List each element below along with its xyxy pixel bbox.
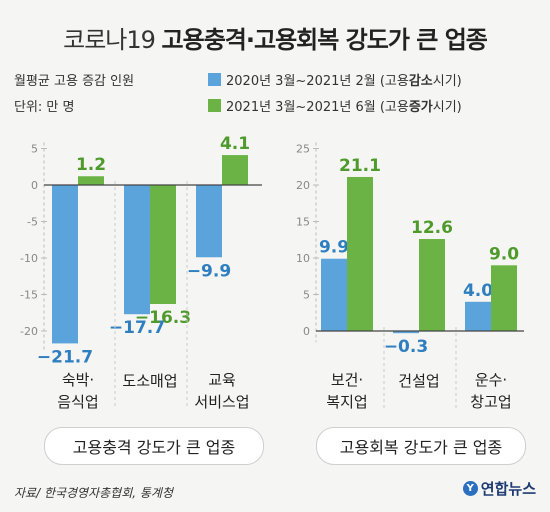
unit-label: 단위: 만 명 <box>14 100 75 115</box>
y-tick-label: -20 <box>20 325 38 338</box>
y-tick-label: 25 <box>296 143 310 156</box>
category-label: 창고업 <box>470 393 511 411</box>
y-tick-label: -15 <box>20 289 38 302</box>
logo-text: 연합뉴스 <box>480 480 536 498</box>
data-label: 9.0 <box>489 244 519 264</box>
bar-decrease <box>393 331 419 334</box>
logo-icon: Y <box>462 481 478 496</box>
data-label: 1.2 <box>76 155 106 175</box>
category-label: 보건· <box>331 371 363 389</box>
panel-title-recovery: 고용회복 강도가 큰 업종 <box>316 427 526 465</box>
bar-increase <box>222 155 248 185</box>
panel-title-shock: 고용충격 강도가 큰 업종 <box>44 427 264 465</box>
data-label: −9.9 <box>187 261 231 281</box>
legend-text-post: 시기) <box>432 74 462 89</box>
legend-swatch-increase <box>208 99 221 112</box>
legend-item-increase: 2021년 3월~2021년 6월 (고용 증가 시기) <box>208 96 462 115</box>
legend-text-emph: 감소 <box>408 74 433 89</box>
data-label: −0.3 <box>384 337 428 357</box>
category-label: 숙박· <box>62 371 94 389</box>
bar-decrease <box>321 258 347 331</box>
y-tick-label: 0 <box>31 179 38 192</box>
legend-text-emph: 증가 <box>408 100 433 115</box>
category-label: 서비스업 <box>194 393 249 411</box>
bar-increase <box>347 176 373 331</box>
legend-item-decrease: 2020년 3월~2021년 2월 (고용 감소 시기) <box>208 70 462 89</box>
y-tick-label: 20 <box>296 179 310 192</box>
category-label: 교육 <box>208 371 236 389</box>
bar-increase <box>150 185 176 304</box>
category-label: 건설업 <box>398 372 439 390</box>
bar-decrease <box>52 185 78 344</box>
y-tick-label: 15 <box>296 216 310 229</box>
legend-text-post: 시기) <box>432 100 462 115</box>
legend-text-pre: 2020년 3월~2021년 2월 (고용 <box>226 74 409 89</box>
data-label: 4.0 <box>463 281 493 301</box>
chart-title: 코로나19 고용충격·고용회복 강도가 큰 업종 <box>0 20 550 55</box>
legend-swatch-decrease <box>208 73 221 86</box>
title-prefix: 코로나19 <box>63 26 156 54</box>
data-label: 21.1 <box>339 156 381 176</box>
publisher-logo: Y 연합뉴스 <box>462 478 536 499</box>
data-label: −16.3 <box>135 308 191 328</box>
data-label: 12.6 <box>411 218 453 238</box>
bar-decrease <box>465 301 491 331</box>
data-label: 4.1 <box>220 134 250 154</box>
bar-increase <box>78 176 104 185</box>
bar-increase <box>491 265 517 331</box>
y-tick-label: -10 <box>20 252 38 265</box>
y-tick-label: 5 <box>303 289 310 302</box>
category-label: 음식업 <box>57 393 98 411</box>
y-tick-label: -5 <box>27 216 38 229</box>
data-label: 9.9 <box>319 238 349 258</box>
bar-increase <box>419 239 445 331</box>
category-label: 도소매업 <box>122 372 177 390</box>
y-tick-label: 0 <box>303 325 310 338</box>
data-label: −17.7 <box>109 318 165 338</box>
bar-decrease <box>196 185 222 258</box>
measure-label: 월평균 고용 증감 인원 <box>14 74 135 89</box>
y-tick-label: 5 <box>31 143 38 156</box>
y-tick-label: 10 <box>296 252 310 265</box>
legend-text-pre: 2021년 3월~2021년 6월 (고용 <box>226 100 409 115</box>
category-label: 복지업 <box>326 393 367 411</box>
title-main: 고용충격·고용회복 강도가 큰 업종 <box>161 26 488 54</box>
data-label: −21.7 <box>37 347 93 367</box>
category-label: 운수· <box>475 371 507 389</box>
source-note: 자료/ 한국경영자총협회, 통계청 <box>14 486 174 500</box>
bar-decrease <box>124 185 150 315</box>
